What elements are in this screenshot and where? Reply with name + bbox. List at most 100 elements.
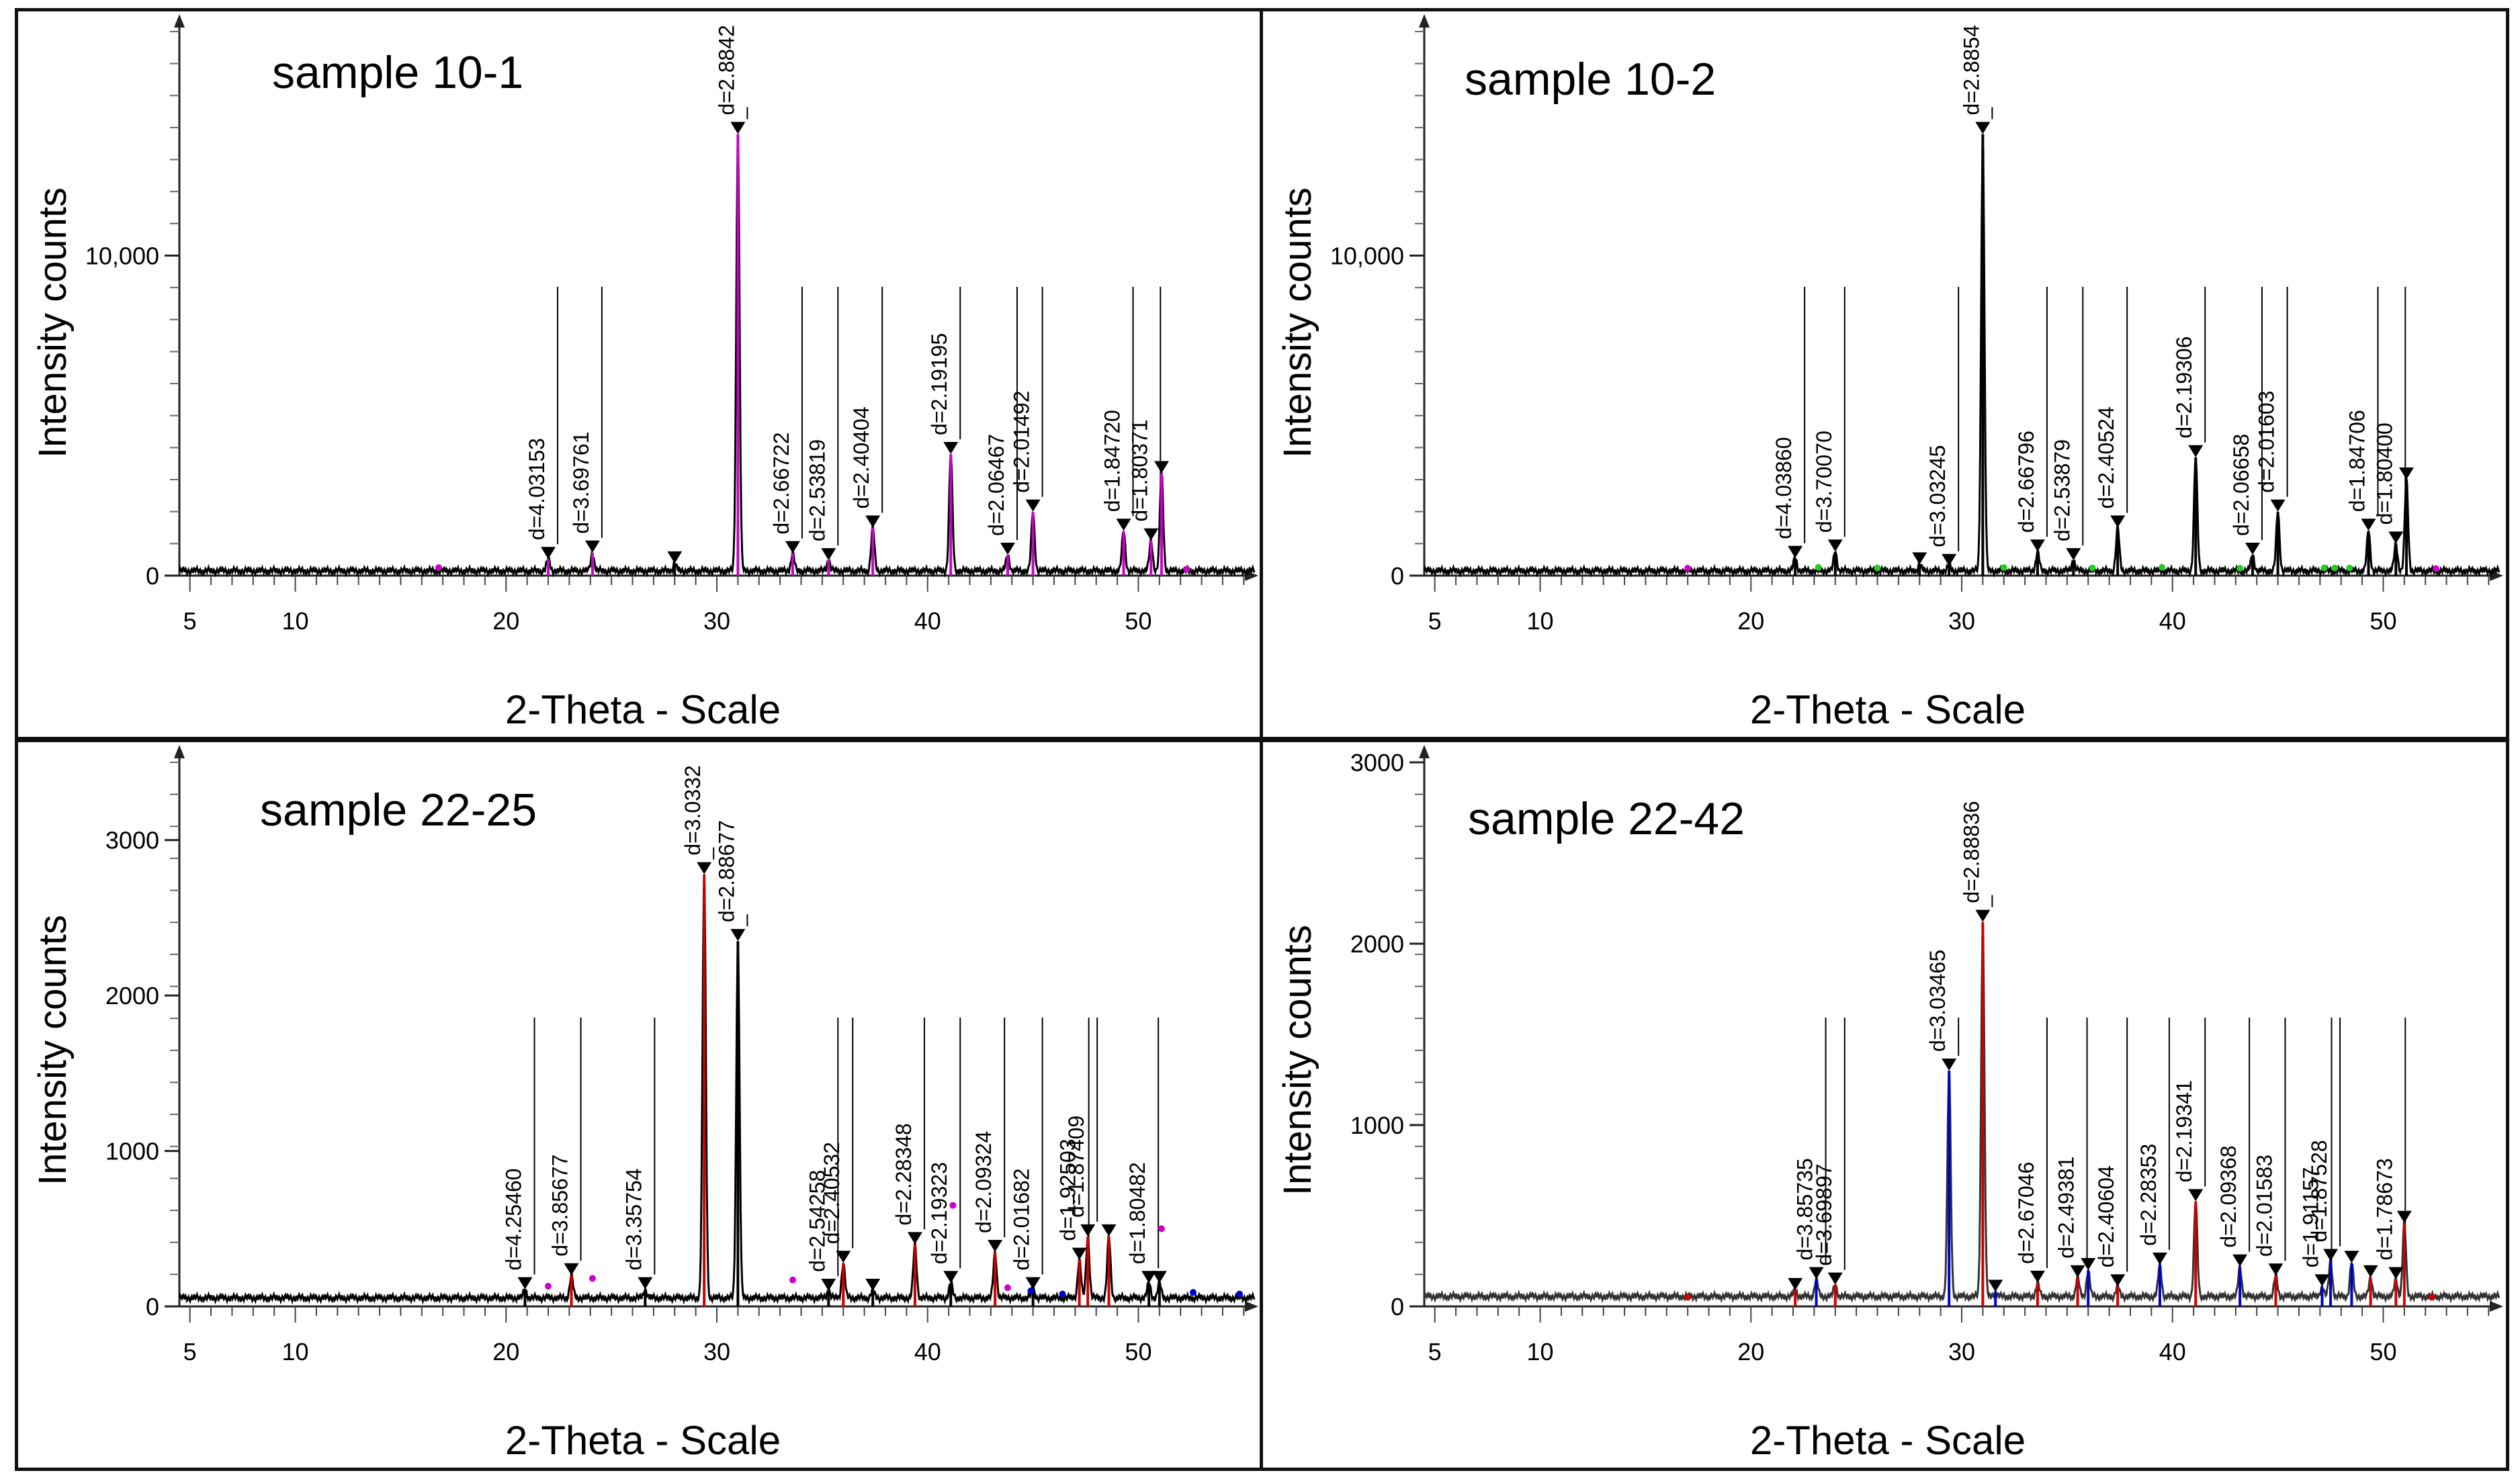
phase-marker-dot: [2000, 564, 2007, 572]
peak-label: d=2.06467: [984, 434, 1008, 536]
peak-marker: [2110, 1274, 2126, 1287]
chart-panel-sample-10-2: sample 10-2 Intensity counts 2-Theta - S…: [1260, 8, 2509, 740]
peak-marker: [2388, 531, 2404, 544]
x-tick-label: 40: [914, 607, 941, 635]
peak-label: d=1.78673: [2372, 1158, 2396, 1260]
peak-marker: [943, 441, 959, 454]
peak-label: d=2.88836: [1959, 801, 1983, 903]
peak-marker: [1000, 543, 1015, 555]
peak-marker: [1809, 1267, 1824, 1280]
chart-title: sample 10-1: [272, 47, 524, 98]
phase-marker-dot: [1684, 565, 1692, 572]
peak-label: d=1.91157: [2298, 1167, 2322, 1268]
peak-label: d=2.53819: [805, 439, 829, 541]
peak-marker: [836, 1251, 851, 1263]
peak-marker: [730, 122, 746, 134]
phase-marker-dot: [545, 1282, 552, 1290]
peak-marker: [1942, 553, 1957, 566]
phase-marker-dot: [1190, 1289, 1197, 1296]
x-tick-label: 30: [1948, 1338, 1975, 1366]
peak-marker: [1152, 1271, 1167, 1284]
x-tick-label: 50: [2370, 607, 2396, 635]
phase-marker-dot: [2432, 565, 2439, 572]
x-tick-label: 20: [492, 1338, 519, 1366]
peak-marker: [2070, 1265, 2085, 1278]
x-tick-label: 10: [282, 1338, 309, 1366]
peak-label: d=2.01583: [2252, 1155, 2276, 1257]
peak-marker: [2030, 539, 2045, 552]
peak-label: d=1.84706: [2345, 410, 2369, 512]
x-tick-label: 50: [2370, 1338, 2396, 1366]
peak-label: d=2.40604: [2094, 1165, 2118, 1267]
peak-marker: [2344, 1251, 2359, 1263]
peak-marker: [2270, 499, 2286, 512]
x-tick-label: 20: [1737, 607, 1764, 635]
chart-panel-sample-22-42: sample 22-42 Intensity counts 2-Theta - …: [1260, 739, 2509, 1471]
peak-label: d=2.88677: [714, 820, 738, 922]
peak-label: d=2.8842: [714, 25, 738, 115]
peak-label: d=2.40524: [2094, 406, 2118, 508]
peak-marker: [1101, 1224, 1117, 1237]
phase-marker-dot: [789, 1276, 796, 1284]
peak-label: d=3.85677: [548, 1155, 572, 1257]
x-tick-label: 30: [1948, 607, 1975, 635]
peak-label: d=3.03465: [1925, 950, 1950, 1052]
x-tick-label: 30: [703, 607, 730, 635]
x-axis-arrow: [2490, 1301, 2503, 1312]
y-axis-arrow: [174, 745, 185, 758]
diffraction-trace: [178, 146, 1256, 578]
x-tick-label: 20: [492, 607, 519, 635]
peak-marker: [865, 515, 881, 528]
peak-label: d=1.80482: [1125, 1162, 1149, 1264]
peak-marker: [1788, 545, 1803, 558]
peak-label: d=2.8854: [1959, 25, 1983, 115]
phase-marker-dot: [2320, 564, 2328, 572]
phase-marker-dot: [949, 1202, 957, 1209]
peak-label: d=1.84720: [1100, 410, 1124, 512]
peak-label: d=3.35754: [621, 1168, 646, 1270]
peak-marker: [2066, 548, 2081, 561]
peak-label: d=2.01603: [2255, 391, 2279, 493]
peak-marker: [2396, 1210, 2412, 1223]
y-tick-label: 1000: [1350, 1112, 1404, 1139]
peak-marker: [1143, 528, 1159, 541]
y-tick-label: 10,000: [1330, 242, 1404, 270]
peak-label: d=2.54258: [805, 1170, 829, 1272]
x-axis-label: 2-Theta - Scale: [505, 1418, 781, 1463]
phase-marker-dot: [1004, 1284, 1011, 1292]
peak-label: d=3.69897: [1812, 1163, 1836, 1265]
x-tick-label: 10: [1527, 1338, 1554, 1366]
phase-marker-dot: [1684, 1294, 1692, 1301]
x-tick-label: 5: [183, 607, 197, 635]
phase-marker-dot: [2346, 564, 2353, 572]
y-tick-label: 3000: [1350, 749, 1404, 776]
phase-marker-dot: [2331, 564, 2339, 572]
y-tick-label: 1000: [105, 1138, 159, 1165]
peak-label: d=1.80400: [2372, 422, 2396, 525]
peak-label: d=2.67046: [2014, 1162, 2038, 1264]
peak-marker: [785, 541, 800, 553]
peak-marker: [2314, 1274, 2330, 1287]
y-tick-label: 2000: [105, 982, 159, 1010]
x-axis-label: 2-Theta - Scale: [1749, 687, 2026, 732]
peak-marker: [584, 540, 600, 553]
phase-marker-dot: [2428, 1294, 2435, 1301]
phase-marker-dot: [2159, 564, 2166, 571]
peak-marker: [821, 1278, 836, 1291]
x-tick-label: 50: [1125, 1338, 1152, 1366]
peak-marker: [1912, 552, 1927, 565]
peak-marker: [1988, 1280, 2003, 1292]
peak-marker: [943, 1271, 959, 1284]
x-axis-arrow: [1245, 1301, 1258, 1312]
plot-area: 5 10 20 30 40 50 0 10,000 d=4.03153 d=3.69761 d=2.…: [85, 14, 1258, 635]
phase-marker-dot: [1158, 1225, 1165, 1233]
peak-marker: [2388, 1267, 2404, 1280]
peak-label: d=1.87409: [1064, 1116, 1088, 1218]
x-tick-label: 50: [1125, 607, 1152, 635]
peak-marker: [1141, 1271, 1157, 1284]
peak-label: d=2.49381: [2054, 1157, 2079, 1259]
peak-marker: [638, 1277, 653, 1290]
peak-marker: [667, 551, 683, 564]
peak-marker: [697, 862, 712, 875]
peak-marker: [541, 547, 556, 560]
